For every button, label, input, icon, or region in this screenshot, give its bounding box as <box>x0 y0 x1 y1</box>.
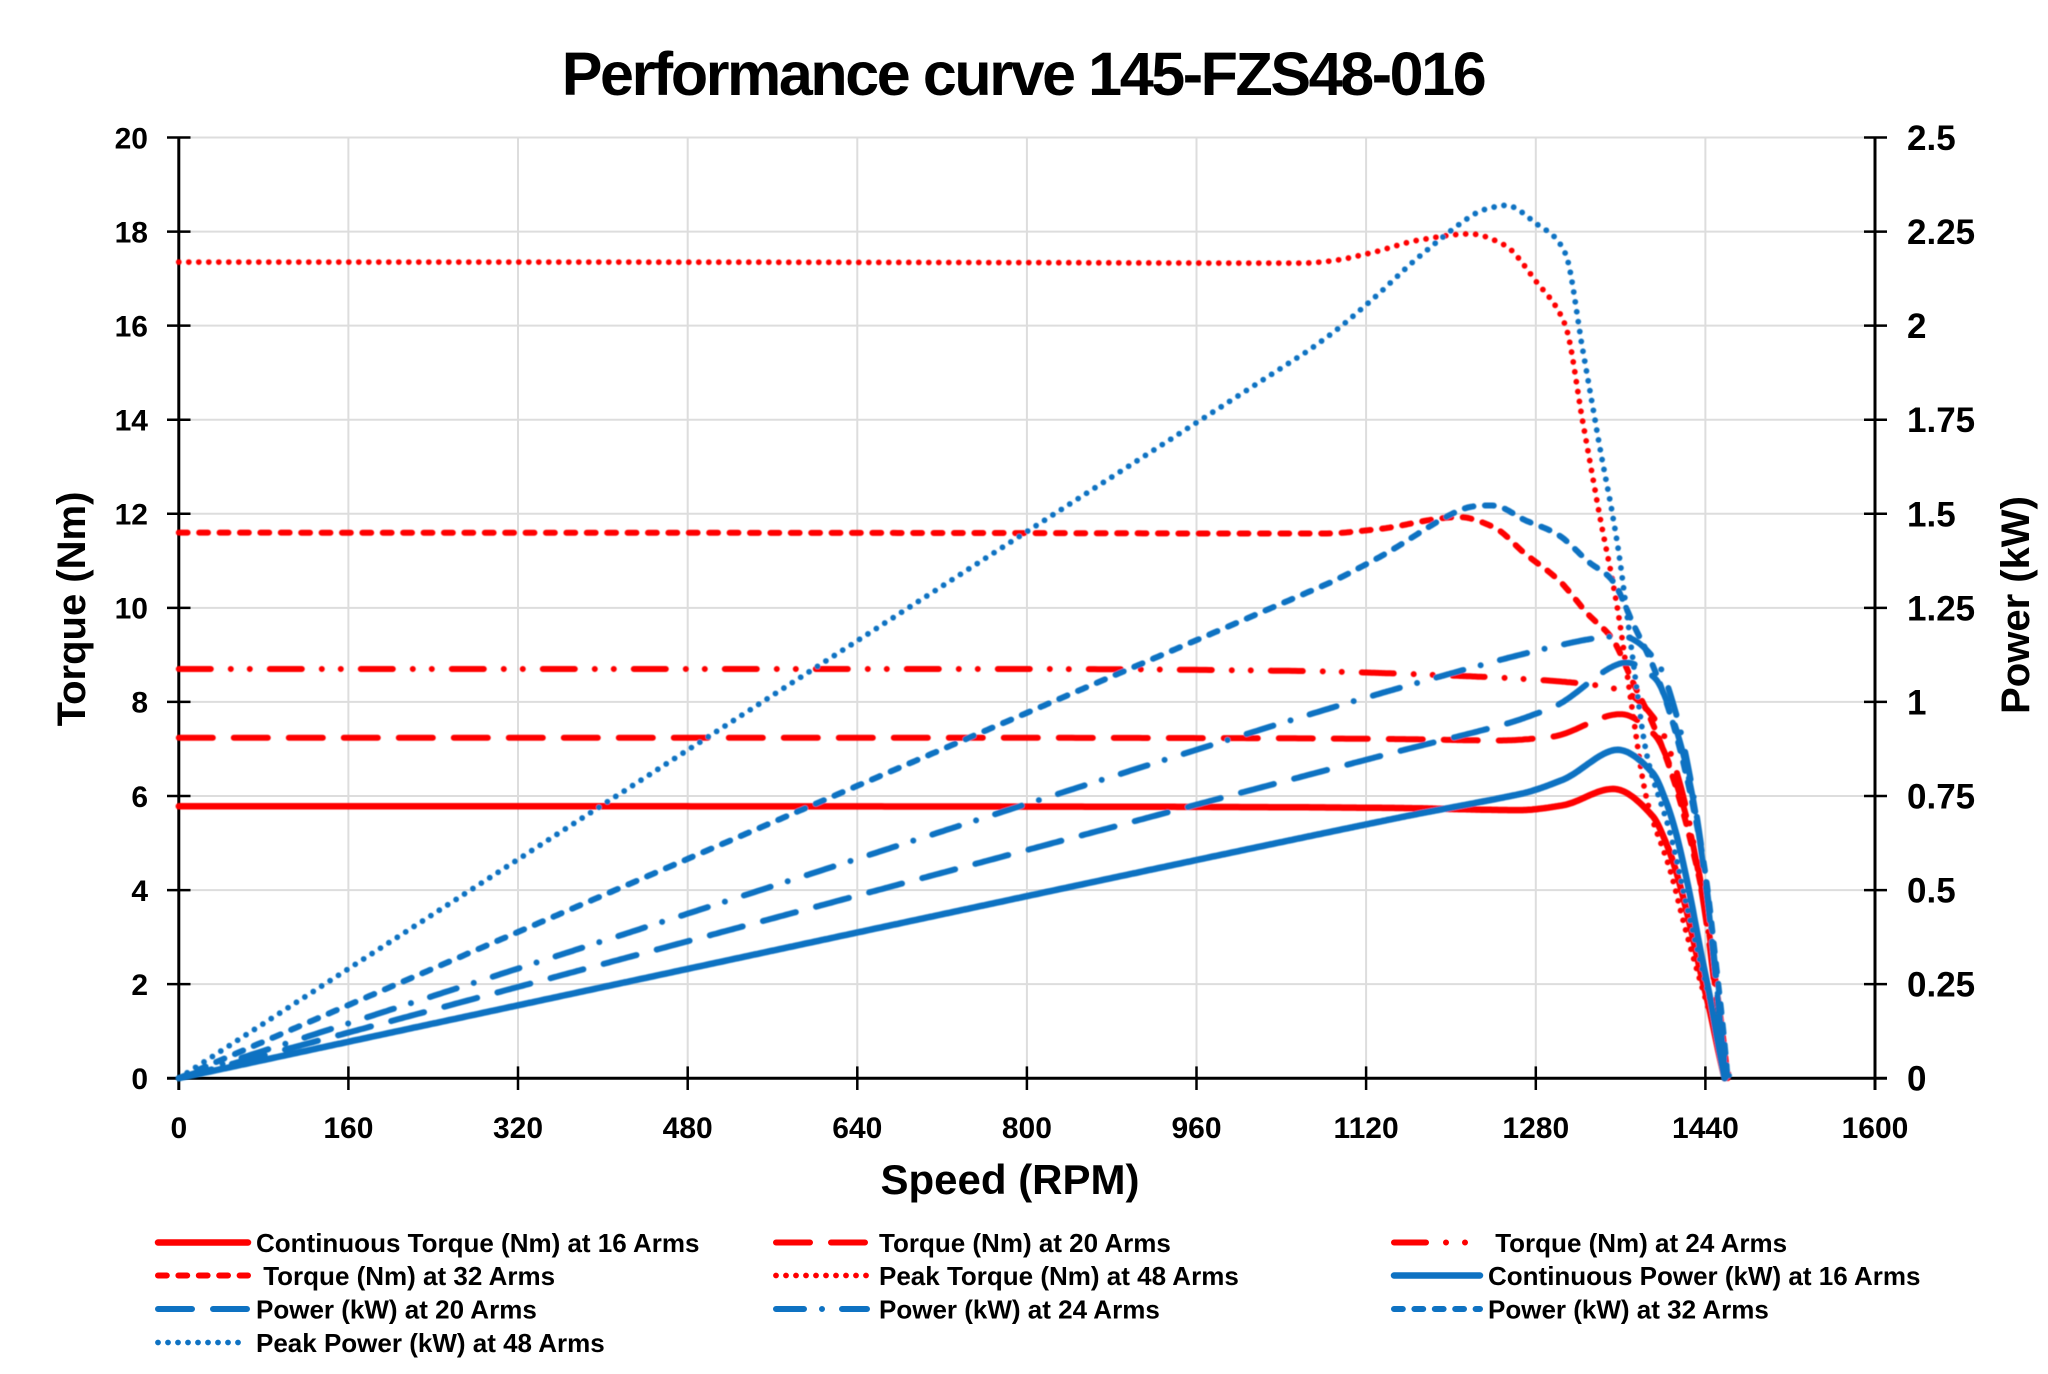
svg-text:4: 4 <box>131 875 148 908</box>
svg-text:2: 2 <box>1907 307 1926 346</box>
svg-text:2.5: 2.5 <box>1907 119 1956 158</box>
svg-text:Performance curve 145-FZS48-01: Performance curve 145-FZS48-016 <box>562 40 1485 108</box>
svg-text:18: 18 <box>115 216 148 249</box>
svg-text:16: 16 <box>115 310 148 343</box>
svg-text:6: 6 <box>131 781 148 814</box>
svg-text:Continuous Torque (Nm) at 16 A: Continuous Torque (Nm) at 16 Arms <box>256 1228 699 1258</box>
svg-text:10: 10 <box>115 593 148 626</box>
svg-text:20: 20 <box>115 122 148 155</box>
svg-text:Power (kW) at 24 Arms: Power (kW) at 24 Arms <box>879 1295 1160 1325</box>
svg-text:480: 480 <box>663 1112 713 1145</box>
svg-text:Peak Power (kW) at 48 Arms: Peak Power (kW) at 48 Arms <box>256 1328 605 1358</box>
svg-text:12: 12 <box>115 499 148 532</box>
svg-text:Torque (Nm): Torque (Nm) <box>50 492 94 727</box>
svg-text:2.25: 2.25 <box>1907 213 1975 252</box>
svg-text:1: 1 <box>1907 683 1926 722</box>
svg-text:Power (kW): Power (kW) <box>1994 496 2038 714</box>
svg-text:Power (kW) at 32 Arms: Power (kW) at 32 Arms <box>1488 1295 1769 1325</box>
svg-text:Speed (RPM): Speed (RPM) <box>880 1156 1139 1203</box>
svg-text:1120: 1120 <box>1334 1112 1399 1145</box>
svg-text:0: 0 <box>1907 1060 1926 1099</box>
svg-text:Torque (Nm) at 20 Arms: Torque (Nm) at 20 Arms <box>879 1228 1171 1258</box>
svg-text:8: 8 <box>131 687 148 720</box>
svg-text:1.25: 1.25 <box>1907 589 1975 628</box>
svg-text:800: 800 <box>1002 1112 1052 1145</box>
svg-text:0.25: 0.25 <box>1907 966 1975 1005</box>
svg-text:Continuous Power (kW) at 16 Ar: Continuous Power (kW) at 16 Arms <box>1488 1261 1920 1291</box>
svg-text:320: 320 <box>493 1112 543 1145</box>
svg-text:0: 0 <box>131 1063 148 1096</box>
svg-text:1.5: 1.5 <box>1907 495 1956 534</box>
svg-text:1600: 1600 <box>1842 1112 1909 1145</box>
svg-text:14: 14 <box>115 405 149 438</box>
svg-text:1440: 1440 <box>1672 1112 1739 1145</box>
svg-text:0: 0 <box>170 1112 187 1145</box>
svg-text:1.75: 1.75 <box>1907 401 1975 440</box>
svg-text:Peak Torque (Nm) at 48 Arms: Peak Torque (Nm) at 48 Arms <box>879 1261 1239 1291</box>
svg-text:0.75: 0.75 <box>1907 778 1975 817</box>
svg-text:960: 960 <box>1171 1112 1221 1145</box>
svg-text:160: 160 <box>323 1112 373 1145</box>
svg-text:Torque (Nm) at 32 Arms: Torque (Nm) at 32 Arms <box>256 1261 555 1291</box>
svg-text:2: 2 <box>131 969 148 1002</box>
svg-text:Power (kW) at 20 Arms: Power (kW) at 20 Arms <box>256 1295 537 1325</box>
svg-text:Torque (Nm) at 24 Arms: Torque (Nm) at 24 Arms <box>1488 1228 1787 1258</box>
svg-text:1280: 1280 <box>1502 1112 1569 1145</box>
svg-text:0.5: 0.5 <box>1907 872 1956 911</box>
svg-text:640: 640 <box>832 1112 882 1145</box>
